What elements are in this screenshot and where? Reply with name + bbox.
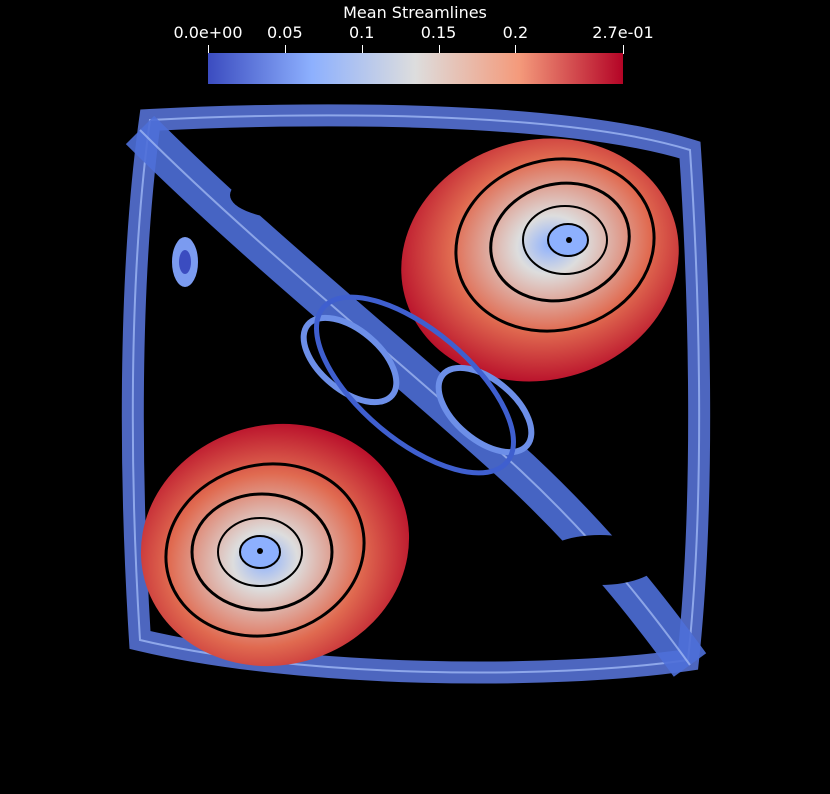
tick-label: 0.0e+00 — [173, 23, 243, 42]
vortex-upper-right — [401, 138, 679, 382]
legend-title: Mean Streamlines — [343, 3, 487, 22]
tick-label: 2.7e-01 — [592, 23, 654, 42]
recirculation-gaps — [230, 170, 660, 585]
central-cells — [300, 294, 535, 476]
tick-label: 0.2 — [502, 23, 529, 42]
tick-mark — [285, 45, 286, 54]
vortex-lower-left — [140, 423, 410, 667]
tick-label: 0.15 — [420, 23, 457, 42]
vortex-small-left — [170, 235, 200, 289]
tick-label: 0.1 — [348, 23, 375, 42]
tick-mark — [515, 45, 516, 54]
tick-mark — [439, 45, 440, 54]
colorbar — [208, 53, 623, 84]
tick-mark — [208, 45, 209, 54]
color-legend: Mean Streamlines 0.0e+00 0.05 0.1 0.15 0.2 2.… — [0, 0, 830, 90]
tick-mark — [623, 45, 624, 54]
tick-mark — [362, 45, 363, 54]
tick-label: 0.05 — [267, 23, 303, 42]
